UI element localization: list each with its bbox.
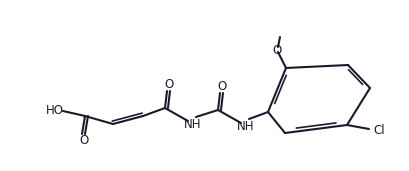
Text: O: O [217, 80, 227, 93]
Text: HO: HO [46, 104, 64, 117]
Text: O: O [272, 44, 282, 57]
Text: Methoxy: Methoxy [259, 26, 301, 36]
Text: Cl: Cl [373, 123, 385, 136]
Text: NH: NH [237, 120, 255, 133]
Text: NH: NH [184, 117, 202, 130]
Text: O: O [164, 77, 174, 90]
Text: O: O [79, 135, 89, 148]
